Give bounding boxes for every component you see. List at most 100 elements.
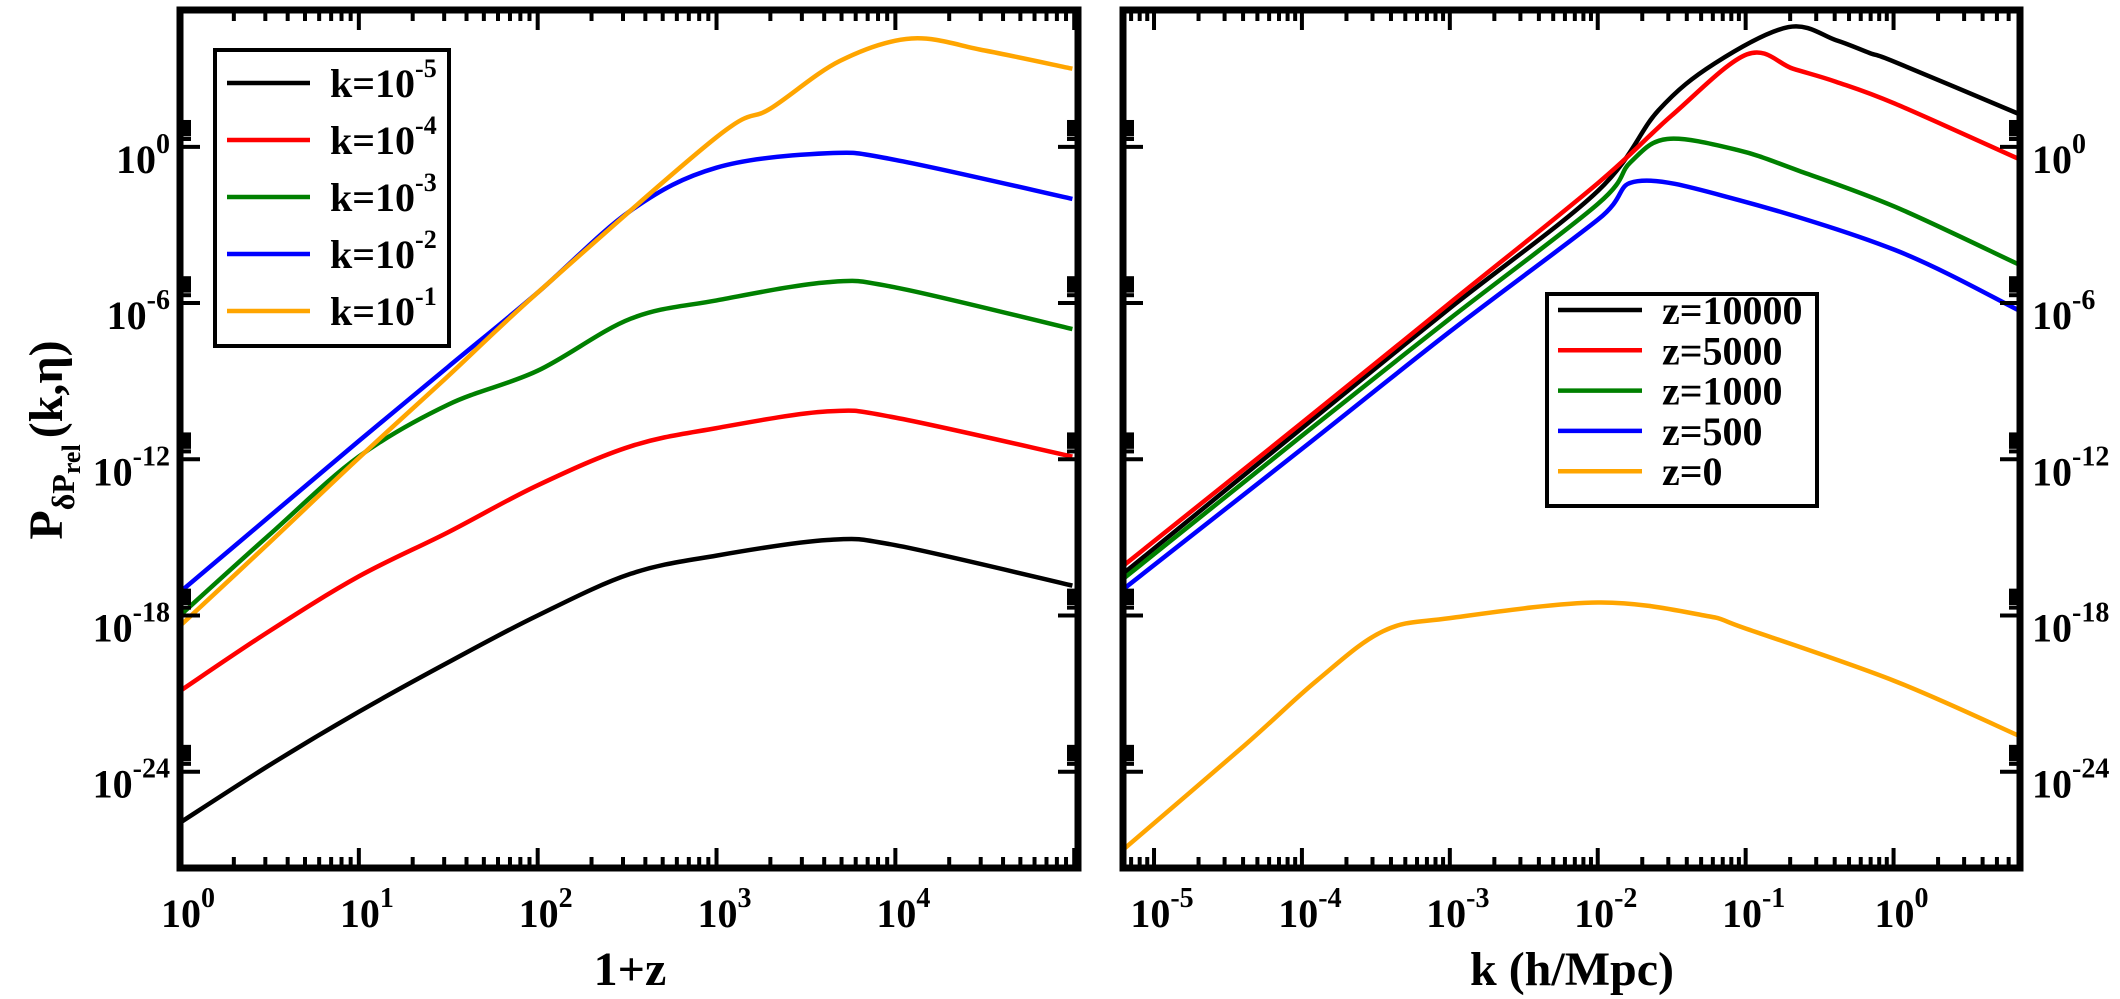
y-tick-label: 10-6	[107, 285, 170, 338]
series-line-z-1000	[1123, 136, 2019, 581]
legend-label: k=10-3	[330, 168, 437, 220]
x-tick-label: 103	[698, 883, 752, 936]
x-tick-label-base: 10	[1426, 891, 1466, 936]
y-tick-label-base: 10	[107, 293, 147, 338]
x-tick-label: 100	[1875, 883, 1929, 936]
x-tick-label-base: 10	[876, 891, 916, 936]
x-tick-label: 102	[519, 883, 573, 936]
plot-frame	[1119, 6, 2024, 872]
legend-item: z=500	[1558, 409, 1763, 454]
x-tick-label-exponent: 0	[201, 883, 215, 914]
series-group	[1123, 24, 2019, 852]
legend-label: z=5000	[1662, 328, 1783, 373]
series-line-k-10-1	[180, 36, 1073, 628]
legend-label: z=1000	[1662, 369, 1783, 414]
legend-label: k=10-4	[330, 111, 437, 163]
series-line-z-500	[1123, 178, 2019, 592]
x-tick-label-exponent: -2	[1614, 883, 1637, 914]
x-tick-label: 100	[161, 883, 215, 936]
y-tick-label: 100	[2032, 129, 2086, 182]
series-line-k-10-3	[180, 278, 1073, 618]
series-line-k-10-4	[180, 408, 1073, 693]
y-tick-label-exponent: -24	[2072, 754, 2109, 785]
y-tick-label-exponent: -12	[2072, 441, 2109, 472]
legend-label: z=0	[1662, 449, 1723, 494]
x-tick-label-base: 10	[519, 891, 559, 936]
legend-label-base: k=10	[330, 61, 415, 106]
y-tick-label-base: 10	[2032, 449, 2072, 494]
x-tick-label-base: 10	[1722, 891, 1762, 936]
legend-label-exponent: -4	[415, 111, 437, 140]
y-tick-label: 10-12	[2032, 441, 2109, 494]
legend-label: k=10-5	[330, 54, 437, 106]
legend-label-base: z=10000	[1662, 288, 1803, 333]
y-tick-label-exponent: -6	[2072, 285, 2095, 316]
x-tick-label: 10-3	[1426, 883, 1489, 936]
legend: k=10-5k=10-4k=10-3k=10-2k=10-1	[213, 48, 451, 348]
x-tick-label-base: 10	[1130, 891, 1170, 936]
x-tick-label-base: 10	[1574, 891, 1614, 936]
y-tick-label-exponent: 0	[2072, 129, 2086, 160]
legend-item: k=10-4	[227, 111, 437, 163]
y-tick-label: 100	[116, 129, 170, 182]
right-panel: 10-5 10-4 10-3 10-2 10-1 10010010-610-1210-18…	[1119, 6, 2109, 936]
legend-box	[1545, 292, 1819, 508]
x-tick-label: 10-4	[1278, 883, 1341, 936]
legend-item: z=5000	[1558, 328, 1783, 373]
x-tick-label-exponent: 0	[1915, 883, 1929, 914]
x-tick-label: 10-5	[1130, 883, 1193, 936]
legend-item: k=10-3	[227, 168, 437, 220]
legend-label-base: z=500	[1662, 409, 1763, 454]
y-label-main: P	[20, 510, 73, 539]
legend-label: z=500	[1662, 409, 1763, 454]
y-tick-label-base: 10	[93, 762, 133, 807]
legend-label-exponent: -1	[415, 282, 437, 311]
series-line-z-10000	[1123, 24, 2019, 576]
legend-label-base: k=10	[330, 289, 415, 334]
y-tick-label: 10-24	[93, 754, 170, 807]
x-axis-label-right: k (h/Mpc)	[1470, 943, 1674, 996]
left-panel: 100 101 102 103 10410010-610-1210-1810-24k=1…	[93, 6, 1082, 936]
legend-item: z=0	[1558, 449, 1723, 494]
plot-frame	[176, 6, 1082, 872]
legend-item: k=10-5	[227, 54, 437, 106]
y-label-subsub: rel	[57, 444, 86, 474]
legend-item: z=1000	[1558, 369, 1783, 414]
x-tick-label-base: 10	[340, 891, 380, 936]
y-tick-label-exponent: -6	[147, 285, 170, 316]
y-tick-label-base: 10	[2032, 605, 2072, 650]
y-tick-label: 10-24	[2032, 754, 2109, 807]
legend-label-base: k=10	[330, 175, 415, 220]
x-tick-label: 104	[876, 883, 930, 936]
x-tick-label-base: 10	[161, 891, 201, 936]
x-tick-label-exponent: -3	[1466, 883, 1489, 914]
x-tick-label: 101	[340, 883, 394, 936]
x-tick-label-exponent: 4	[916, 883, 930, 914]
y-axis-label: PδPrel (k,η)	[20, 340, 86, 539]
legend-item: z=10000	[1558, 288, 1803, 333]
legend-item: k=10-1	[227, 282, 437, 334]
legend-label: k=10-1	[330, 282, 437, 334]
legend-label: z=10000	[1662, 288, 1803, 333]
legend-label-exponent: -3	[415, 168, 437, 197]
y-label-sub: δP	[45, 474, 81, 510]
legend-label-base: z=5000	[1662, 328, 1783, 373]
y-label-args: (k,η)	[20, 340, 73, 438]
x-tick-label-base: 10	[698, 891, 738, 936]
y-tick-label-base: 10	[2032, 137, 2072, 182]
y-tick-label-base: 10	[93, 449, 133, 494]
legend-label-exponent: -2	[415, 225, 437, 254]
y-tick-label: 10-12	[93, 441, 170, 494]
series-group	[180, 36, 1073, 825]
x-tick-label-base: 10	[1278, 891, 1318, 936]
legend-item: k=10-2	[227, 225, 437, 277]
legend-label-base: k=10	[330, 232, 415, 277]
x-tick-label-exponent: -5	[1170, 883, 1193, 914]
y-tick-label-exponent: -18	[2072, 597, 2109, 628]
legend-label: k=10-2	[330, 225, 437, 277]
x-tick-label: 10-1	[1722, 883, 1785, 936]
y-tick-label: 10-18	[2032, 597, 2109, 650]
x-tick-label-exponent: -4	[1318, 883, 1341, 914]
